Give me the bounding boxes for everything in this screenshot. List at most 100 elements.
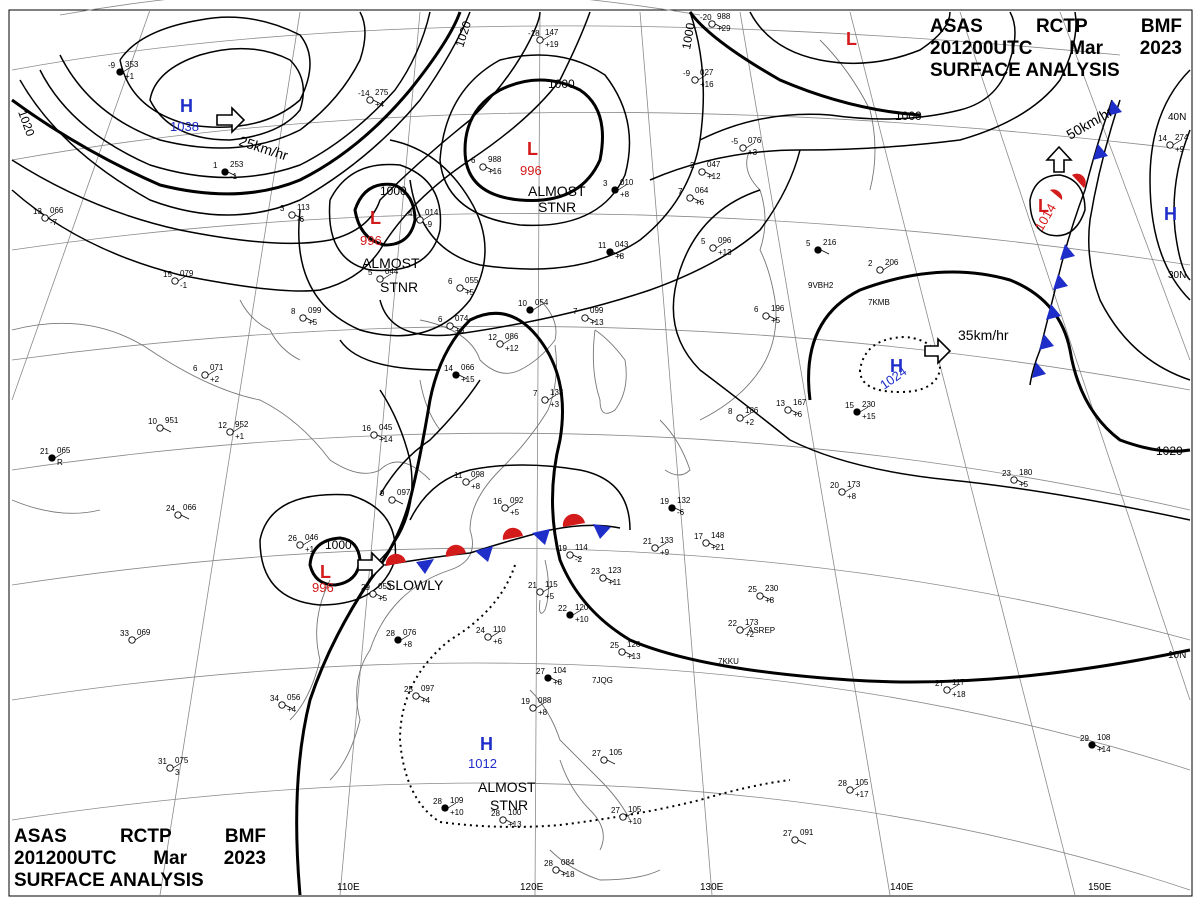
warm-front-symbol — [1050, 189, 1063, 200]
header-month: Mar — [1069, 38, 1103, 59]
station-plot: 28 076 +8 — [386, 628, 417, 649]
station-pressure: 148 — [711, 531, 725, 540]
station-plot: 34 056 +4 — [270, 693, 301, 714]
station-pressure: 110 — [493, 625, 506, 634]
cold-front-symbol — [1093, 144, 1108, 160]
station-tendency: +5 — [465, 288, 475, 297]
station-circle-icon — [762, 312, 770, 320]
station-plot: 26 046 +1 — [288, 533, 319, 554]
station-plot: 27 105 — [592, 748, 623, 765]
station-temperature: 29 — [1080, 734, 1089, 743]
station-circle-icon — [566, 611, 574, 619]
station-circle-icon — [702, 539, 710, 547]
station-tendency: -1 — [230, 172, 238, 181]
latitude-label: 10N — [1168, 650, 1186, 661]
station-circle-icon — [739, 144, 747, 152]
station-plot: 19 088 +8 — [521, 696, 552, 717]
wind-barb-icon — [624, 651, 634, 657]
wind-barb-icon — [859, 406, 869, 413]
station-plot: 6 074 +6 — [438, 314, 469, 335]
wind-barb-icon — [134, 634, 144, 641]
station-tendency: -2 — [575, 555, 583, 564]
station-circle-icon — [791, 836, 799, 844]
station-temperature: 25 — [610, 641, 619, 650]
station-plot: 13 167 +6 — [776, 398, 807, 419]
station-temperature: 16 — [362, 424, 371, 433]
station-temperature: 28 — [386, 629, 395, 638]
isobar — [379, 389, 413, 561]
wind-barb-icon — [172, 762, 182, 769]
motion-arrows — [216, 106, 1073, 579]
wind-barb-icon — [468, 476, 478, 483]
station-pressure: 066 — [183, 503, 197, 512]
station-pressure: 120 — [575, 603, 589, 612]
wind-barb-icon — [742, 412, 752, 419]
longitude-label: 110E — [337, 882, 360, 893]
wind-barb-icon — [692, 197, 702, 203]
low-letter: L — [320, 562, 331, 582]
station-tendency: +6 — [493, 637, 503, 646]
cold-front-symbol — [1053, 274, 1068, 290]
wind-barb-icon — [1172, 139, 1182, 146]
station-tendency: R — [57, 458, 63, 467]
station-plot: 22 173 +2 — [728, 618, 759, 639]
station-pressure: 096 — [718, 236, 732, 245]
station-pressure: 043 — [615, 240, 629, 249]
speed-label: 35km/hr — [958, 327, 1009, 343]
station-pressure: 014 — [425, 208, 439, 217]
station-tendency: +8 — [553, 678, 563, 687]
station-temperature: 6 — [754, 305, 759, 314]
warm-front-symbol — [385, 553, 406, 566]
station-temperature: 7 — [533, 389, 538, 398]
station-pressure: 091 — [800, 828, 814, 837]
station-plot: -18 147 +19 — [528, 28, 559, 49]
isobar — [807, 270, 1191, 453]
station-tendency: +5 — [378, 594, 388, 603]
station-tendency: -1 — [180, 281, 188, 290]
station-pressure: 133 — [550, 388, 564, 397]
isobar — [353, 182, 417, 247]
isobar — [379, 149, 801, 337]
station-id: 9VBH2 — [808, 281, 834, 290]
station-plot: 7 064 +6 — [678, 186, 709, 207]
station-tendency: +16 — [488, 167, 502, 176]
latitude-label: 30N — [1168, 270, 1186, 281]
station-temperature: 11 — [454, 471, 463, 480]
station-circle-icon — [156, 424, 164, 432]
station-tendency: -9 — [425, 220, 433, 229]
graticule — [11, 0, 1191, 896]
wind-barb-icon — [704, 171, 714, 177]
station-tendency: +9 — [1175, 145, 1185, 154]
station-plot: 29 053 +5 — [361, 582, 392, 603]
isobar-label: 1000 — [548, 77, 575, 91]
station-circle-icon — [299, 314, 307, 322]
warm-front-symbol — [502, 527, 523, 540]
station-tendency: -6 — [677, 508, 685, 517]
warm-front-symbol — [562, 513, 585, 527]
station-temperature: 25 — [748, 585, 757, 594]
station-temperature: 5 — [368, 268, 373, 277]
station-pressure: 065 — [57, 446, 71, 455]
map-frame — [8, 9, 1193, 897]
wind-barb-icon — [625, 811, 635, 818]
isobar — [59, 11, 366, 149]
wind-barb-icon — [207, 369, 217, 376]
station-temperature: 23 — [1002, 469, 1011, 478]
pressure-systems: H 1038 L 996 L 996 L 996 H 1024 H 1012 L… — [170, 29, 1177, 771]
wind-barb-icon — [227, 171, 237, 177]
wind-barb-icon — [535, 702, 545, 709]
wind-barb-icon — [507, 502, 517, 509]
station-temperature: 1 — [213, 161, 218, 170]
station-tendency: +14 — [1097, 745, 1111, 754]
station-plot: 25 230 +8 — [748, 584, 779, 605]
station-circle-icon — [388, 496, 396, 504]
station-pressure: 274 — [1175, 133, 1189, 142]
station-circle-icon — [1010, 476, 1018, 484]
station-temperature: 14 — [1158, 134, 1167, 143]
station-pressure: 099 — [590, 306, 604, 315]
station-temperature: 21 — [528, 581, 537, 590]
station-circle-icon — [278, 701, 286, 709]
station-pressure: 066 — [50, 206, 64, 215]
station-circle-icon — [541, 396, 549, 404]
